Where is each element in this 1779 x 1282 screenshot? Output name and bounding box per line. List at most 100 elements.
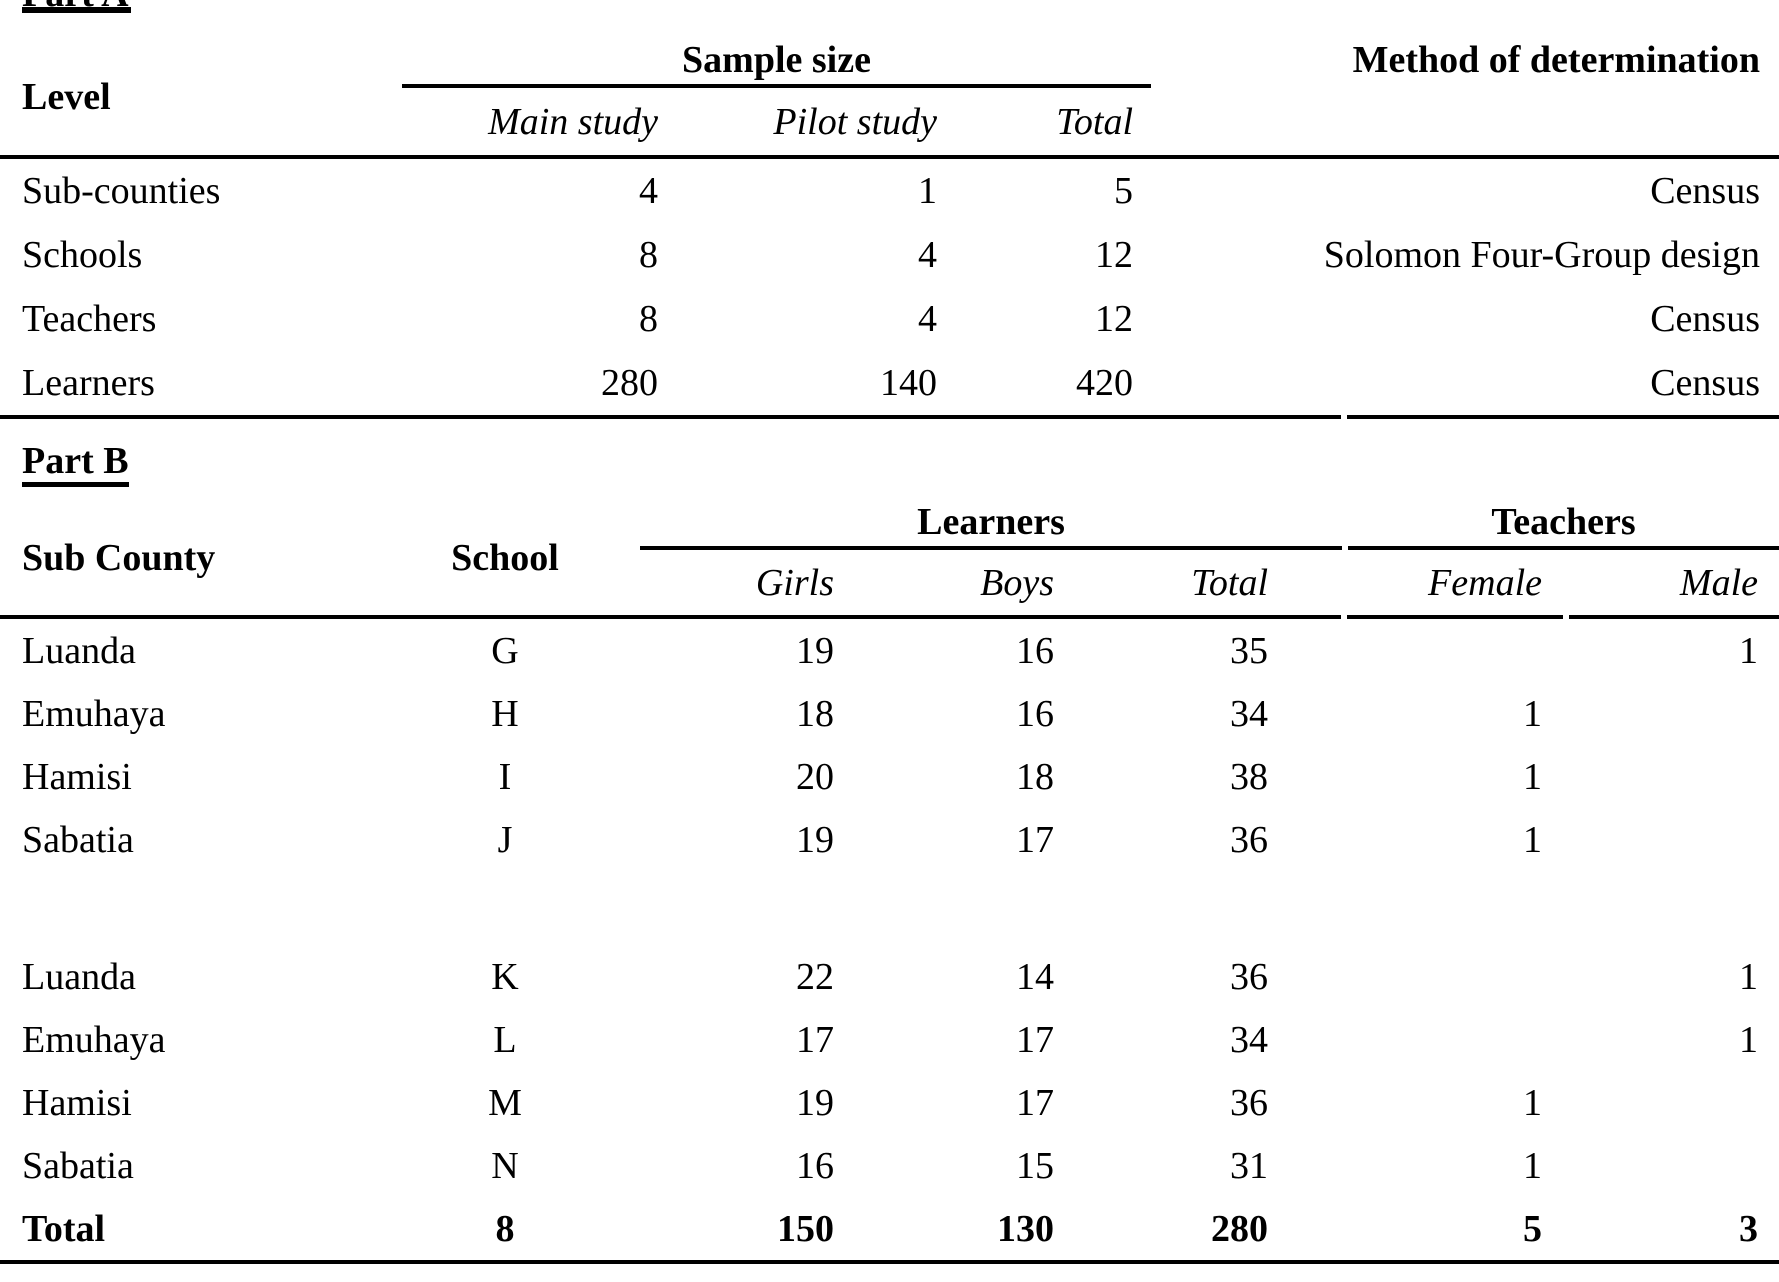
cell-boys: 17	[1016, 1018, 1054, 1061]
table-row: Sabatia N 16 15 31 1	[0, 1134, 1779, 1197]
cell-boys: 16	[1016, 692, 1054, 735]
table-row: Emuhaya L 17 17 34 1	[0, 1008, 1779, 1071]
cell-sub-county: Hamisi	[22, 755, 132, 798]
part-a-bottom-rule	[0, 415, 1779, 419]
part-b-bottom-rule	[0, 1260, 1779, 1264]
cell-level: Schools	[22, 234, 143, 276]
row-group-separator	[0, 871, 1779, 945]
column-header-male: Male	[1679, 561, 1758, 604]
cell-female: 1	[1523, 692, 1542, 735]
cell-sub-county: Emuhaya	[22, 692, 166, 735]
cell-school: M	[488, 1081, 522, 1124]
table-row: Hamisi M 19 17 36 1	[0, 1071, 1779, 1134]
cell-girls: 16	[796, 1144, 834, 1187]
cell-boys: 15	[1016, 1144, 1054, 1187]
cell-male: 3	[1739, 1207, 1758, 1250]
cell-total: 34	[1230, 692, 1268, 735]
cell-main-study: 8	[639, 234, 658, 276]
table-row: Teachers 8 4 12 Census	[0, 287, 1779, 351]
cell-sub-county: Sabatia	[22, 1144, 134, 1187]
cell-girls: 18	[796, 692, 834, 735]
cell-girls: 22	[796, 955, 834, 998]
column-header-total: Total	[1056, 100, 1133, 143]
cell-male: 1	[1739, 629, 1758, 672]
cell-method: Census	[1650, 298, 1760, 340]
cell-boys: 130	[997, 1207, 1054, 1250]
cell-main-study: 8	[639, 298, 658, 340]
cell-girls: 19	[796, 818, 834, 861]
cell-total: 36	[1230, 818, 1268, 861]
table-row: Hamisi I 20 18 38 1	[0, 745, 1779, 808]
table-row: Luanda K 22 14 36 1	[0, 945, 1779, 1008]
table-row: Sabatia J 19 17 36 1	[0, 808, 1779, 871]
cell-total: 12	[1095, 234, 1133, 276]
table-row: Learners 280 140 420 Census	[0, 351, 1779, 415]
part-a-heading: Part A	[22, 0, 131, 13]
cell-female: 1	[1523, 1144, 1542, 1187]
column-header-level: Level	[22, 75, 111, 118]
part-b-heading: Part B	[22, 439, 1779, 487]
cell-method: Census	[1650, 362, 1760, 404]
cell-girls: 150	[777, 1207, 834, 1250]
column-header-female: Female	[1428, 561, 1542, 604]
table-row: Schools 8 4 12 Solomon Four-Group design	[0, 223, 1779, 287]
column-header-girls: Girls	[755, 561, 834, 604]
cell-female: 1	[1523, 755, 1542, 798]
cell-sub-county: Luanda	[22, 955, 136, 998]
cell-total: 5	[1114, 170, 1133, 212]
cell-total: 38	[1230, 755, 1268, 798]
table-row: Sub-counties 4 1 5 Census	[0, 159, 1779, 223]
cell-school: K	[491, 955, 519, 998]
part-a-table-header: Sample size Method of determination Main…	[0, 38, 1779, 155]
cell-boys: 16	[1016, 629, 1054, 672]
cell-girls: 20	[796, 755, 834, 798]
part-b-table-header: Learners Teachers Girls Boys Total Femal…	[0, 500, 1779, 615]
column-header-pilot-study: Pilot study	[773, 100, 937, 143]
cell-school: H	[491, 692, 519, 735]
cell-sub-county: Luanda	[22, 629, 136, 672]
cell-school: I	[498, 755, 512, 798]
cell-school: 8	[495, 1207, 515, 1250]
part-a-header-rule	[0, 155, 1779, 159]
table-total-row: Total 8 150 130 280 5 3	[0, 1197, 1779, 1260]
cell-total: 420	[1076, 362, 1133, 404]
cell-boys: 14	[1016, 955, 1054, 998]
cell-pilot-study: 1	[918, 170, 937, 212]
cell-total: 34	[1230, 1018, 1268, 1061]
cell-girls: 19	[796, 629, 834, 672]
cell-female: 5	[1523, 1207, 1542, 1250]
cell-level: Learners	[22, 362, 155, 404]
table-row: Emuhaya H 18 16 34 1	[0, 682, 1779, 745]
part-b-header-rule	[0, 615, 1779, 619]
cell-school: N	[491, 1144, 519, 1187]
column-header-method: Method of determination	[1352, 39, 1760, 81]
column-header-boys: Boys	[980, 561, 1054, 604]
column-group-sample-size: Sample size	[402, 38, 1151, 88]
cell-sub-county: Emuhaya	[22, 1018, 166, 1061]
column-group-learners: Learners	[640, 500, 1342, 550]
cell-level: Teachers	[22, 298, 157, 340]
cell-total: 36	[1230, 1081, 1268, 1124]
cell-female: 1	[1523, 818, 1542, 861]
column-header-school: School	[451, 536, 559, 579]
part-a-heading-underline	[22, 7, 131, 13]
cell-main-study: 280	[601, 362, 658, 404]
cell-school: L	[493, 1018, 517, 1061]
cell-female: 1	[1523, 1081, 1542, 1124]
cell-total: 36	[1230, 955, 1268, 998]
cell-method: Solomon Four-Group design	[1323, 234, 1760, 276]
cell-main-study: 4	[639, 170, 658, 212]
cell-school: J	[497, 818, 513, 861]
cell-girls: 17	[796, 1018, 834, 1061]
column-header-sub-county: Sub County	[22, 536, 216, 579]
cell-pilot-study: 4	[918, 298, 937, 340]
cell-school: G	[491, 629, 519, 672]
cell-sub-county: Sabatia	[22, 818, 134, 861]
cell-male: 1	[1739, 955, 1758, 998]
column-header-total: Total	[1191, 561, 1268, 604]
cell-total: 31	[1230, 1144, 1268, 1187]
cell-pilot-study: 4	[918, 234, 937, 276]
table-row: Luanda G 19 16 35 1	[0, 619, 1779, 682]
cell-level: Sub-counties	[22, 170, 221, 212]
